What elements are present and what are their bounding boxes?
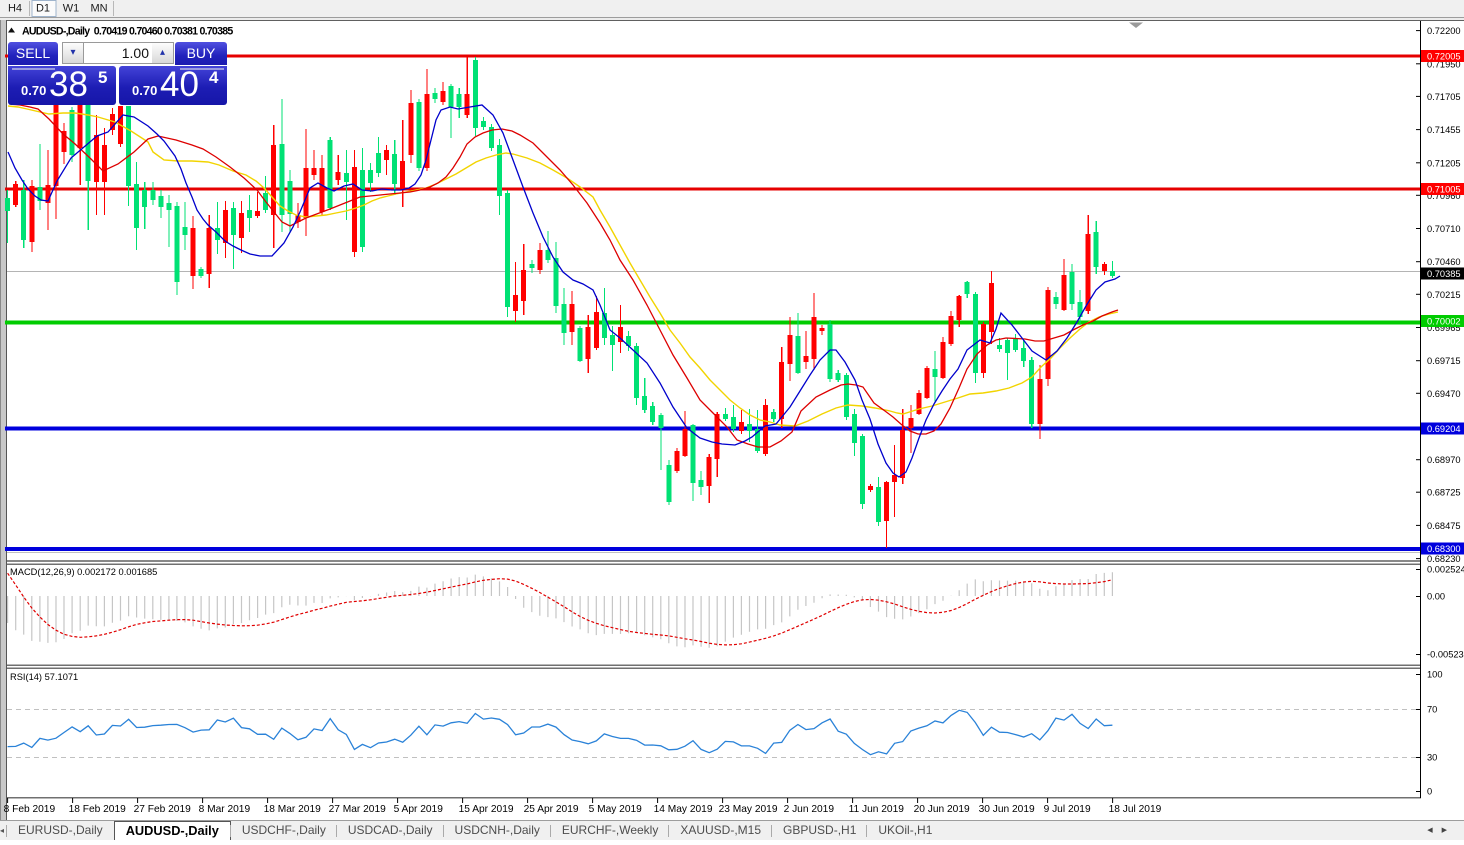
svg-text:0.69470: 0.69470	[1427, 389, 1461, 399]
svg-text:0.69204: 0.69204	[1427, 424, 1461, 434]
svg-text:15 Apr 2019: 15 Apr 2019	[459, 804, 514, 815]
svg-text:0.69965: 0.69965	[1427, 323, 1461, 333]
svg-text:9 Jul 2019: 9 Jul 2019	[1044, 804, 1091, 815]
svg-text:18 Mar 2019: 18 Mar 2019	[264, 804, 322, 815]
svg-text:0.68475: 0.68475	[1427, 521, 1461, 531]
svg-text:0.70002: 0.70002	[1427, 317, 1461, 327]
svg-text:25 Apr 2019: 25 Apr 2019	[524, 804, 579, 815]
svg-text:0.68970: 0.68970	[1427, 455, 1461, 465]
svg-text:0.71705: 0.71705	[1427, 92, 1461, 102]
svg-text:0.69715: 0.69715	[1427, 356, 1461, 366]
svg-text:0.71455: 0.71455	[1427, 125, 1461, 135]
svg-text:0.68725: 0.68725	[1427, 488, 1461, 498]
svg-text:30: 30	[1427, 753, 1437, 763]
svg-text:0.00: 0.00	[1427, 592, 1445, 602]
svg-text:0.71950: 0.71950	[1427, 59, 1461, 69]
svg-text:30 Jun 2019: 30 Jun 2019	[979, 804, 1035, 815]
svg-text:2 Jun 2019: 2 Jun 2019	[784, 804, 835, 815]
svg-text:0.70215: 0.70215	[1427, 290, 1461, 300]
svg-text:D1: D1	[36, 3, 50, 15]
svg-text:100: 100	[1427, 670, 1443, 680]
svg-text:W1: W1	[63, 3, 80, 15]
svg-text:14 May 2019: 14 May 2019	[654, 804, 713, 815]
svg-text:0.70460: 0.70460	[1427, 257, 1461, 267]
svg-text:MN: MN	[90, 3, 107, 15]
svg-text:0.002524: 0.002524	[1427, 565, 1464, 575]
svg-text:RSI(14) 57.1071: RSI(14) 57.1071	[10, 672, 78, 682]
svg-text:0.72200: 0.72200	[1427, 26, 1461, 36]
svg-text:20 Jun 2019: 20 Jun 2019	[914, 804, 970, 815]
svg-text:27 Feb 2019: 27 Feb 2019	[134, 804, 192, 815]
svg-text:AUDUSD-,Daily 0.70419 0.70460: AUDUSD-,Daily 0.70419 0.70460 0.70381 0.…	[22, 26, 233, 38]
svg-text:5 May 2019: 5 May 2019	[589, 804, 643, 815]
svg-text:0.68300: 0.68300	[1427, 544, 1461, 554]
svg-text:8 Mar 2019: 8 Mar 2019	[199, 804, 251, 815]
svg-text:0: 0	[1427, 787, 1432, 797]
svg-text:18 Feb 2019: 18 Feb 2019	[69, 804, 127, 815]
svg-text:0.68230: 0.68230	[1427, 554, 1461, 564]
svg-text:18 Jul 2019: 18 Jul 2019	[1109, 804, 1162, 815]
svg-text:0.71005: 0.71005	[1427, 185, 1461, 195]
svg-text:0.72005: 0.72005	[1427, 52, 1461, 62]
svg-text:70: 70	[1427, 705, 1437, 715]
svg-text:5 Apr 2019: 5 Apr 2019	[394, 804, 444, 815]
svg-text:23 May 2019: 23 May 2019	[719, 804, 778, 815]
svg-text:-0.0052340: -0.0052340	[1427, 650, 1464, 660]
svg-text:MACD(12,26,9) 0.002172 0.00168: MACD(12,26,9) 0.002172 0.001685	[10, 567, 157, 577]
svg-text:11 Jun 2019: 11 Jun 2019	[849, 804, 905, 815]
svg-text:8 Feb 2019: 8 Feb 2019	[4, 804, 56, 815]
svg-text:H4: H4	[8, 3, 22, 15]
svg-text:0.70710: 0.70710	[1427, 224, 1461, 234]
svg-text:0.71205: 0.71205	[1427, 158, 1461, 168]
svg-text:0.70960: 0.70960	[1427, 191, 1461, 201]
svg-text:0.70385: 0.70385	[1427, 269, 1461, 279]
svg-text:27 Mar 2019: 27 Mar 2019	[329, 804, 387, 815]
